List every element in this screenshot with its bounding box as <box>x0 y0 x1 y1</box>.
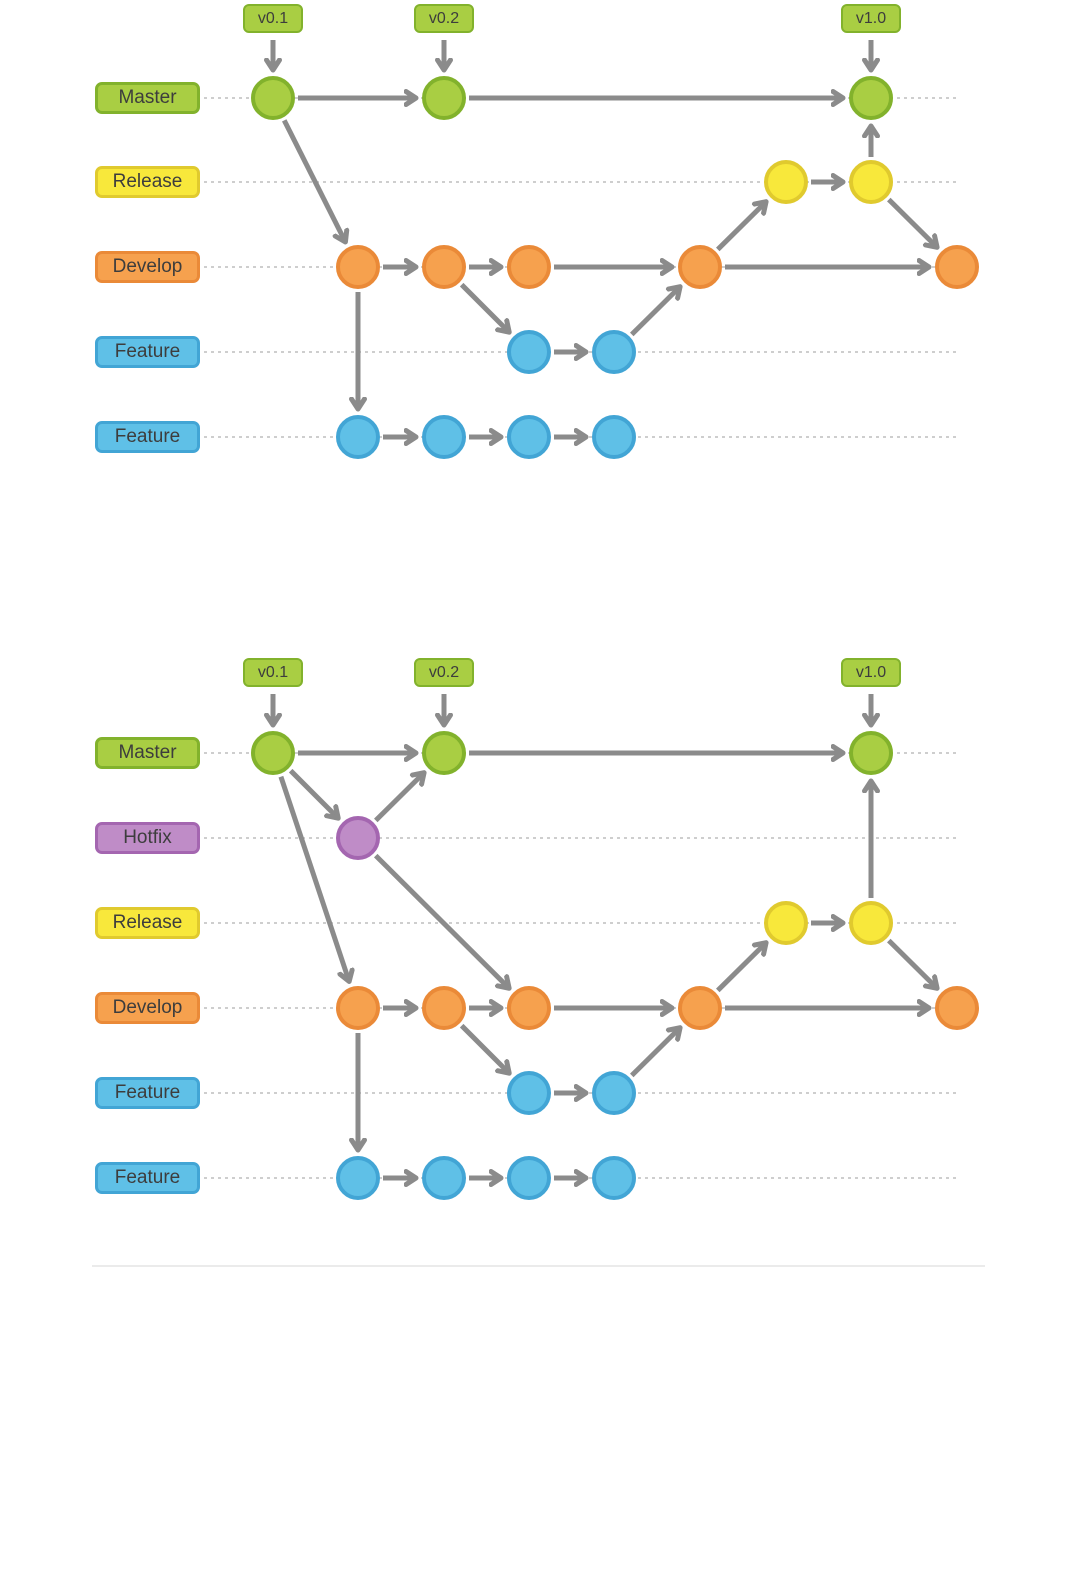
commit-node-develop <box>678 986 722 1030</box>
branch-label-master: Master <box>95 82 200 114</box>
commit-arrow <box>374 773 424 823</box>
commit-node-release <box>849 160 893 204</box>
branch-label-release: Release <box>95 907 200 939</box>
commit-arrow <box>278 775 349 981</box>
commit-arrow <box>373 853 509 988</box>
commit-node-feature <box>507 330 551 374</box>
commit-node-master <box>251 76 295 120</box>
commit-node-feature <box>336 1156 380 1200</box>
commit-node-develop <box>422 245 466 289</box>
version-tag-v1.0: v1.0 <box>841 658 901 687</box>
version-tag-v0.1: v0.1 <box>243 658 303 687</box>
commit-node-feature <box>422 415 466 459</box>
commit-node-develop <box>336 245 380 289</box>
commit-node-feature <box>336 415 380 459</box>
commit-arrow <box>459 1023 509 1073</box>
commit-arrow <box>887 938 937 988</box>
commit-node-feature <box>592 1156 636 1200</box>
commit-arrow <box>630 1028 680 1078</box>
commit-node-hotfix <box>336 816 380 860</box>
commit-arrow <box>630 287 680 337</box>
branch-label-develop: Develop <box>95 251 200 283</box>
version-tag-v0.2: v0.2 <box>414 4 474 33</box>
commit-arrow <box>459 282 509 332</box>
commit-node-master <box>849 731 893 775</box>
commit-node-master <box>251 731 295 775</box>
commit-node-feature <box>507 415 551 459</box>
commit-arrow <box>887 197 937 247</box>
commit-arrow <box>288 768 338 818</box>
commit-node-develop <box>935 986 979 1030</box>
commit-arrow <box>716 202 766 252</box>
commit-node-develop <box>507 986 551 1030</box>
commit-node-feature <box>592 330 636 374</box>
commit-node-feature <box>592 415 636 459</box>
version-tag-v0.2: v0.2 <box>414 658 474 687</box>
commit-node-release <box>849 901 893 945</box>
commit-node-develop <box>678 245 722 289</box>
commit-node-feature <box>422 1156 466 1200</box>
branch-label-develop: Develop <box>95 992 200 1024</box>
branch-label-hotfix: Hotfix <box>95 822 200 854</box>
branch-label-feature: Feature <box>95 421 200 453</box>
version-tag-v1.0: v1.0 <box>841 4 901 33</box>
branch-label-feature: Feature <box>95 1162 200 1194</box>
commit-node-develop <box>336 986 380 1030</box>
branch-label-feature: Feature <box>95 1077 200 1109</box>
version-tag-v0.1: v0.1 <box>243 4 303 33</box>
commit-node-master <box>422 76 466 120</box>
commit-node-feature <box>507 1156 551 1200</box>
commit-arrow <box>716 943 766 993</box>
commit-node-master <box>422 731 466 775</box>
commit-node-master <box>849 76 893 120</box>
commit-arrow <box>281 119 345 241</box>
commit-node-release <box>764 160 808 204</box>
commit-node-feature <box>592 1071 636 1115</box>
branch-label-release: Release <box>95 166 200 198</box>
commit-node-release <box>764 901 808 945</box>
commit-node-feature <box>507 1071 551 1115</box>
commit-node-develop <box>935 245 979 289</box>
commit-node-develop <box>507 245 551 289</box>
branch-label-feature: Feature <box>95 336 200 368</box>
commit-node-develop <box>422 986 466 1030</box>
branch-label-master: Master <box>95 737 200 769</box>
